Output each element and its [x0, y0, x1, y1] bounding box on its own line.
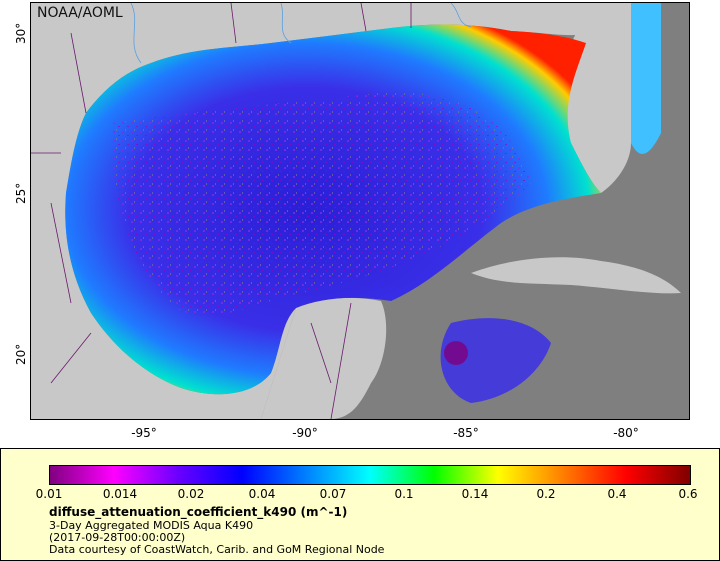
colorbar-label-0.14: 0.14	[461, 487, 489, 501]
colorbar-label-0.04: 0.04	[248, 487, 276, 501]
purple-patch	[444, 341, 468, 365]
colorbar-label-0.2: 0.2	[536, 487, 556, 501]
colorbar	[49, 465, 691, 485]
x-tick-80: -80°	[613, 426, 639, 440]
colorbar-label-0.1: 0.1	[394, 487, 414, 501]
colorbar-label-0.02: 0.02	[177, 487, 205, 501]
cuba-land	[471, 257, 681, 294]
x-tick-85: -85°	[453, 426, 479, 440]
yucatan-land	[261, 297, 387, 419]
colorbar-label-0.014: 0.014	[102, 487, 138, 501]
legend-variable: diffuse_attenuation_coefficient_k490 (m^…	[49, 505, 348, 519]
y-tick-20: 20°	[14, 343, 28, 365]
mexico-land	[31, 193, 296, 419]
colorbar-label-0.07: 0.07	[319, 487, 347, 501]
legend-panel: 0.01 0.014 0.02 0.04 0.07 0.1 0.14 0.2 0…	[0, 448, 720, 561]
colorbar-label-0.4: 0.4	[607, 487, 627, 501]
y-tick-30: 30°	[14, 22, 28, 44]
y-tick-25: 25°	[14, 182, 28, 204]
borders	[31, 3, 412, 154]
legend-source: Data courtesy of CoastWatch, Carib. and …	[49, 543, 385, 556]
colorbar-label-0.01: 0.01	[35, 487, 63, 501]
credit-label: NOAA/AOML	[37, 5, 123, 21]
atlantic-water	[631, 3, 661, 154]
mexico-borders	[50, 202, 352, 419]
florida-land	[541, 3, 631, 193]
caribbean-water	[440, 318, 551, 403]
map-panel: NOAA/AOML	[30, 2, 690, 420]
k490-map	[31, 3, 689, 419]
x-tick-90: -90°	[292, 426, 318, 440]
colorbar-label-0.6: 0.6	[678, 487, 698, 501]
water-speckle	[111, 92, 531, 316]
us-land	[31, 3, 591, 193]
legend-product: 3-Day Aggregated MODIS Aqua K490	[49, 519, 254, 532]
rivers	[130, 3, 472, 64]
legend-time: (2017-09-28T00:00:00Z)	[49, 531, 186, 544]
x-tick-95: -95°	[131, 426, 157, 440]
